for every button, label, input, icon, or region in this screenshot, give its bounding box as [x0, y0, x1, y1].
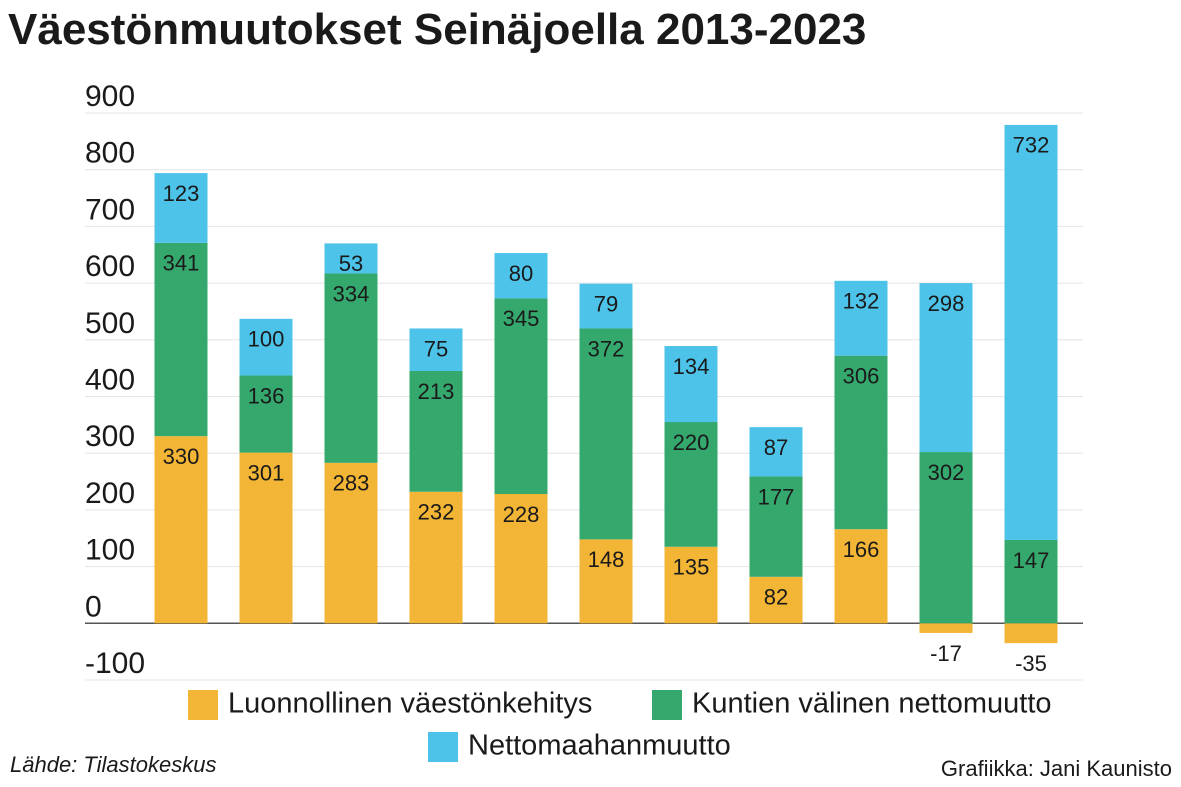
bar-segment	[409, 491, 463, 624]
data-label: 302	[928, 460, 965, 485]
bar-segment	[579, 328, 633, 540]
bar-segment	[239, 375, 293, 453]
data-label: 220	[673, 430, 710, 455]
data-label: 345	[503, 306, 540, 331]
data-label: 341	[163, 251, 200, 276]
y-tick-label: 200	[85, 477, 135, 510]
bar-segment	[239, 452, 293, 624]
data-label: 87	[764, 435, 788, 460]
data-label: 82	[764, 585, 788, 610]
data-label: 53	[339, 251, 363, 276]
bar-segment	[154, 242, 208, 437]
legend-swatch	[188, 690, 218, 720]
y-tick-label: 0	[85, 590, 102, 623]
data-label: 136	[248, 383, 285, 408]
data-label: -17	[930, 641, 962, 666]
y-tick-label: 600	[85, 250, 135, 283]
data-label: 732	[1013, 133, 1050, 158]
data-label: 330	[163, 444, 200, 469]
bar-segment	[834, 529, 888, 624]
bar-segment	[919, 452, 973, 624]
bar-segment	[239, 318, 293, 376]
data-label: 135	[673, 555, 710, 580]
bar-segment	[749, 427, 803, 477]
bar-segment	[494, 494, 548, 624]
credit: Grafiikka: Jani Kaunisto	[941, 756, 1172, 781]
bar-segment	[154, 173, 208, 243]
data-label: 213	[418, 379, 455, 404]
bar-segment	[664, 546, 718, 624]
bar-segment	[1004, 124, 1058, 540]
data-label: 298	[928, 291, 965, 316]
y-tick-label: 400	[85, 364, 135, 397]
data-label: 132	[843, 289, 880, 314]
data-label: 177	[758, 484, 795, 509]
y-tick-label: 900	[85, 80, 135, 113]
bar-segment	[834, 355, 888, 530]
bar-segment	[154, 436, 208, 624]
legend-label: Luonnollinen väestönkehitys	[228, 688, 592, 720]
data-label: 100	[248, 327, 285, 352]
data-label: 306	[843, 363, 880, 388]
bar-segment	[919, 283, 973, 453]
legend-label: Nettomaahanmuutto	[468, 730, 731, 762]
bar-segment	[579, 283, 633, 329]
data-label: 334	[333, 281, 370, 306]
bar-segment	[494, 253, 548, 299]
legend-swatch	[652, 690, 682, 720]
bar-segment	[1004, 539, 1058, 624]
y-tick-label: -100	[85, 647, 145, 680]
data-label: 232	[418, 500, 455, 525]
bar-segment	[749, 576, 803, 624]
bar-segment	[1004, 623, 1058, 644]
bar-segment	[919, 623, 973, 633]
source: Lähde: Tilastokeskus	[10, 752, 216, 777]
legend-swatch	[428, 732, 458, 762]
bar-segment	[494, 298, 548, 495]
y-tick-label: 500	[85, 307, 135, 340]
data-label: 228	[503, 502, 540, 527]
data-label: 80	[509, 261, 533, 286]
bar-segment	[579, 539, 633, 624]
data-label: 79	[594, 291, 618, 316]
legend-label: Kuntien välinen nettomuutto	[692, 688, 1052, 720]
data-label: 75	[424, 336, 448, 361]
bar-segment	[749, 476, 803, 577]
bar-segment	[664, 346, 718, 423]
data-label: 134	[673, 354, 710, 379]
bar-segment	[409, 370, 463, 492]
data-label: 301	[248, 460, 285, 485]
y-tick-label: 800	[85, 137, 135, 170]
data-label: 147	[1013, 548, 1050, 573]
bar-segment	[409, 328, 463, 371]
bar-segment	[324, 273, 378, 463]
bar-segment	[324, 243, 378, 274]
y-tick-label: 700	[85, 193, 135, 226]
data-label: 166	[843, 537, 880, 562]
chart-title: Väestönmuutokset Seinäjoella 2013-2023	[8, 5, 866, 54]
data-label: 283	[333, 471, 370, 496]
y-tick-label: 100	[85, 534, 135, 567]
bar-segment	[664, 422, 718, 547]
bar-segment	[324, 462, 378, 624]
bar-segment	[834, 280, 888, 356]
data-label: 148	[588, 547, 625, 572]
y-tick-label: 300	[85, 420, 135, 453]
data-label: 372	[588, 336, 625, 361]
data-label: -35	[1015, 651, 1047, 676]
data-label: 123	[163, 181, 200, 206]
